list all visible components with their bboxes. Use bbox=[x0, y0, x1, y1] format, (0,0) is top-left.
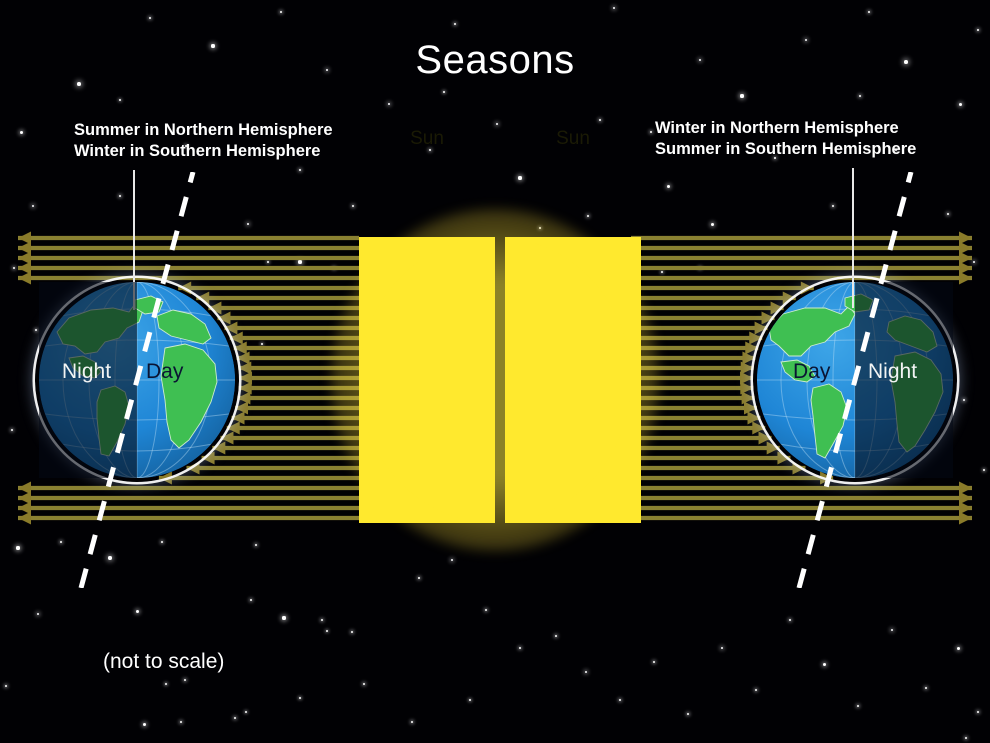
sun-ray-arrowhead bbox=[741, 391, 755, 405]
sun-ray-arrowhead bbox=[761, 311, 775, 325]
sun-ray-arrowhead bbox=[212, 441, 226, 455]
sun-ray-arrowhead bbox=[777, 451, 791, 465]
sun-ray-arrowhead bbox=[235, 401, 248, 415]
sun-ray-arrowhead bbox=[236, 351, 250, 365]
earth-left-day-label: Day bbox=[146, 360, 184, 383]
sun-ray-arrowhead bbox=[740, 361, 754, 375]
sun-ray-arrowhead bbox=[770, 301, 784, 315]
sun-ray-arrowhead bbox=[742, 351, 756, 365]
sun-left-half bbox=[359, 237, 495, 523]
sun-ray-arrowhead bbox=[959, 481, 972, 495]
sun-ray-arrowhead bbox=[238, 361, 252, 375]
sun-ray-arrowhead bbox=[18, 501, 31, 515]
sun-ray-arrowhead bbox=[766, 441, 780, 455]
sun-ray-arrowhead bbox=[229, 331, 243, 345]
sun-ray-arrowhead bbox=[782, 291, 796, 305]
sun-ray-arrowhead bbox=[959, 241, 972, 255]
sun-ray-arrowhead bbox=[959, 231, 972, 245]
sun-ray-arrowhead bbox=[18, 491, 31, 505]
earth-right-day-label: Day bbox=[793, 360, 831, 383]
sun-ray-arrowhead bbox=[237, 391, 251, 405]
sun-ray-arrowhead bbox=[745, 341, 759, 355]
sun-ray-arrowhead bbox=[740, 381, 754, 395]
sun-ray-arrowhead bbox=[217, 311, 231, 325]
sun-ray-arrowhead bbox=[747, 411, 761, 425]
caption-left: Summer in Northern Hemisphere Winter in … bbox=[74, 120, 333, 162]
sun-ray-arrowhead bbox=[754, 321, 768, 335]
sun-ray-arrowhead bbox=[196, 291, 210, 305]
sun-ray-arrowhead bbox=[959, 491, 972, 505]
sun-ray-arrowhead bbox=[226, 421, 240, 435]
sun-ray-arrowhead bbox=[231, 411, 245, 425]
sun-ray-arrowhead bbox=[959, 271, 972, 285]
sun-ray-arrowhead bbox=[224, 321, 238, 335]
earth-left-night-label: Night bbox=[62, 360, 112, 383]
sun-label-left: Sun bbox=[410, 128, 444, 149]
sun-ray-arrowhead bbox=[959, 261, 972, 275]
caption-left-line2: Winter in Southern Hemisphere bbox=[74, 142, 321, 160]
sun-label-right: Sun bbox=[556, 128, 590, 149]
sun-ray-arrowhead bbox=[18, 481, 31, 495]
earth-globe-right bbox=[757, 172, 953, 588]
earth-right-night-label: Night bbox=[868, 360, 918, 383]
sun-ray-arrowhead bbox=[749, 331, 763, 345]
sun-ray-arrowhead bbox=[959, 251, 972, 265]
sun-ray-arrowhead bbox=[201, 451, 215, 465]
sun-ray-arrowhead bbox=[18, 511, 31, 525]
sun bbox=[331, 209, 659, 551]
caption-right: Winter in Northern Hemisphere Summer in … bbox=[655, 118, 916, 160]
sun-ray-arrowhead bbox=[752, 421, 766, 435]
sun-ray-arrowhead bbox=[238, 371, 252, 385]
caption-left-line1: Summer in Northern Hemisphere bbox=[74, 121, 333, 139]
sun-ray-arrowhead bbox=[959, 501, 972, 515]
page-title: Seasons bbox=[415, 38, 575, 82]
sun-ray-arrowhead bbox=[18, 231, 31, 245]
sun-ray-arrowhead bbox=[233, 341, 247, 355]
sun-ray-arrowhead bbox=[740, 371, 754, 385]
sun-ray-arrowhead bbox=[220, 431, 234, 445]
scale-note: (not to scale) bbox=[103, 650, 225, 673]
sun-ray-arrowhead bbox=[744, 401, 757, 415]
sun-ray-arrowhead bbox=[18, 251, 31, 265]
sun-ray-arrowhead bbox=[208, 301, 222, 315]
sun-ray-arrowhead bbox=[758, 431, 772, 445]
caption-right-line2: Summer in Southern Hemisphere bbox=[655, 140, 917, 158]
sun-right-half bbox=[505, 237, 641, 523]
sun-ray-arrowhead bbox=[238, 381, 252, 395]
sun-ray-arrowhead bbox=[18, 271, 31, 285]
sun-ray-arrowhead bbox=[18, 241, 31, 255]
sun-ray-arrowhead bbox=[959, 511, 972, 525]
leader-line-right bbox=[852, 168, 854, 308]
caption-right-line1: Winter in Northern Hemisphere bbox=[655, 119, 899, 137]
sun-ray-arrowhead bbox=[18, 261, 31, 275]
